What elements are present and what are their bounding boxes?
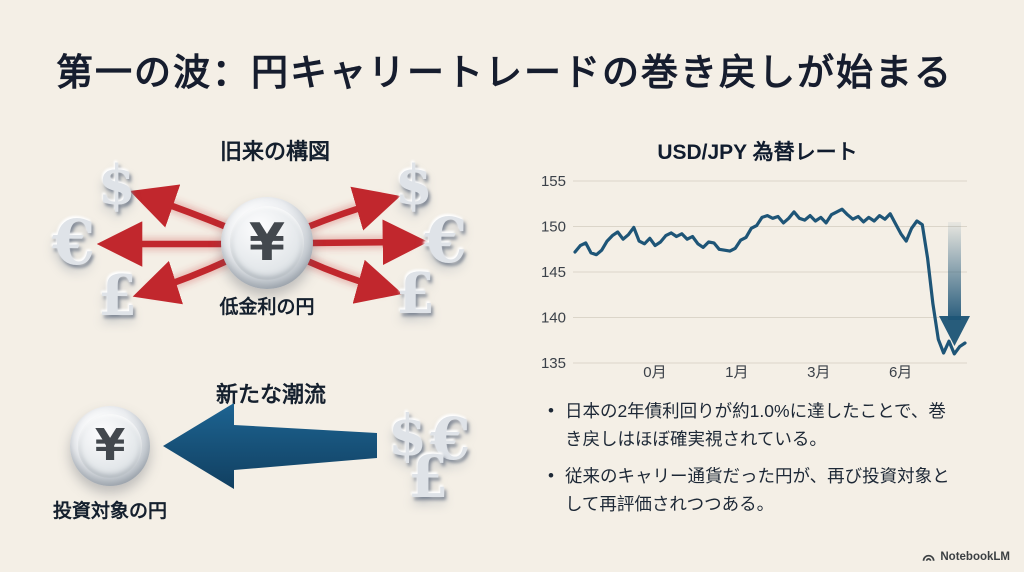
dollar-symbol: $ <box>388 403 427 469</box>
list-item: • 従来のキャリー通貨だった円が、再び投資対象として再評価されつつある。 <box>548 462 956 518</box>
chart-title: USD/JPY 為替レート <box>657 141 858 164</box>
yen-symbol: ¥ <box>94 420 126 471</box>
new-coin-label: 投資対象の円 <box>52 501 167 522</box>
pound-symbol: £ <box>396 261 435 327</box>
list-item: • 日本の2年債利回りが約1.0%に達したことで、巻き戻しはほぼ確実視されている… <box>548 397 956 453</box>
brand-label: NotebookLM <box>940 551 1010 563</box>
chart-plot-area: 155 150 145 140 135 0月 1月 3月 6月 <box>541 173 967 381</box>
dollar-symbol: $ <box>395 153 433 217</box>
old-scheme-heading: 旧来の構図 <box>220 139 331 164</box>
yen-coin-face: ¥ <box>78 414 142 478</box>
svg-text:145: 145 <box>541 264 566 281</box>
svg-text:3月: 3月 <box>807 364 830 381</box>
svg-text:155: 155 <box>541 173 566 190</box>
bullet-text: 日本の2年債利回りが約1.0%に達したことで、巻き戻しはほぼ確実視されている。 <box>564 401 946 449</box>
euro-symbol: € <box>430 405 471 473</box>
outflow-arrow-left-up <box>129 184 233 232</box>
notebooklm-icon <box>923 554 935 562</box>
notebooklm-branding: NotebookLM <box>922 551 1010 563</box>
decline-arrow <box>939 222 970 346</box>
outflow-arrows-graphic <box>96 184 429 305</box>
svg-text:135: 135 <box>541 355 566 372</box>
pound-symbol: £ <box>98 263 137 329</box>
pound-symbol: £ <box>408 443 449 511</box>
outflow-arrow-right <box>306 219 429 266</box>
inflow-arrow <box>163 403 377 489</box>
new-trend-heading: 新たな潮流 <box>216 382 327 407</box>
bullet-text: 従来のキャリー通貨だった円が、再び投資対象として再評価されつつある。 <box>564 466 950 514</box>
key-points-list: • 日本の2年債利回りが約1.0%に達したことで、巻き戻しはほぼ確実視されている… <box>548 397 956 518</box>
outflow-arrow-right-up <box>301 186 401 232</box>
bullet-icon: • <box>548 466 554 485</box>
yen-symbol: ¥ <box>248 213 286 273</box>
yen-coin-low-rate: ¥ <box>221 197 313 289</box>
yen-coin-face: ¥ <box>230 206 304 280</box>
svg-text:0月: 0月 <box>643 364 666 381</box>
usdjpy-line-chart: 155 150 145 140 135 0月 1月 3月 6月 <box>541 173 970 381</box>
page-title: 第一の波：円キャリートレードの巻き戻しが始まる <box>56 50 953 94</box>
svg-text:140: 140 <box>541 310 566 327</box>
bullet-icon: • <box>548 401 554 420</box>
outflow-arrow-left-down <box>132 256 233 305</box>
dollar-symbol: $ <box>98 153 136 217</box>
euro-symbol: € <box>424 204 468 277</box>
svg-text:1月: 1月 <box>725 364 748 381</box>
inflow-arrow-graphic <box>163 403 377 489</box>
euro-symbol: € <box>52 206 96 279</box>
yen-coin-investment: ¥ <box>70 406 150 486</box>
svg-text:6月: 6月 <box>889 364 912 381</box>
outflow-arrow-right-down <box>301 256 403 304</box>
old-coin-label: 低金利の円 <box>219 297 315 318</box>
svg-text:150: 150 <box>541 219 566 236</box>
